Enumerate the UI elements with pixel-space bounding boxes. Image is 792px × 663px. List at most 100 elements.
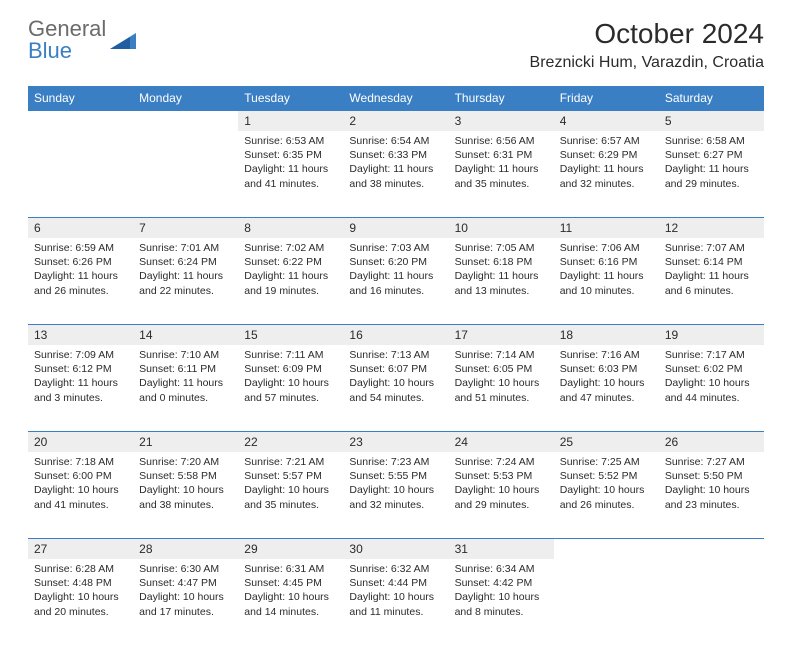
day-number-cell: 2 <box>343 110 448 131</box>
day-content-cell: Sunrise: 7:09 AMSunset: 6:12 PMDaylight:… <box>28 345 133 431</box>
day-content: Sunrise: 6:56 AMSunset: 6:31 PMDaylight:… <box>449 131 554 197</box>
title-block: October 2024 Breznicki Hum, Varazdin, Cr… <box>530 18 764 72</box>
day-number-cell: 18 <box>554 324 659 345</box>
sunset-text: Sunset: 6:20 PM <box>349 255 442 269</box>
daylight-text: Daylight: 10 hours <box>349 376 442 390</box>
daylight-text: Daylight: 10 hours <box>560 376 653 390</box>
day-number: 8 <box>238 217 343 238</box>
daylight-text: and 0 minutes. <box>139 391 232 405</box>
sunrise-text: Sunrise: 6:54 AM <box>349 134 442 148</box>
sunset-text: Sunset: 4:45 PM <box>244 576 337 590</box>
day-number-cell: 23 <box>343 431 448 452</box>
sunrise-text: Sunrise: 7:25 AM <box>560 455 653 469</box>
day-content: Sunrise: 6:30 AMSunset: 4:47 PMDaylight:… <box>133 559 238 625</box>
logo-text-blue: Blue <box>28 40 106 62</box>
sunrise-text: Sunrise: 7:05 AM <box>455 241 548 255</box>
daylight-text: and 35 minutes. <box>244 498 337 512</box>
daylight-text: and 38 minutes. <box>349 177 442 191</box>
day-content: Sunrise: 7:14 AMSunset: 6:05 PMDaylight:… <box>449 345 554 411</box>
daylight-text: Daylight: 10 hours <box>139 590 232 604</box>
sunrise-text: Sunrise: 7:13 AM <box>349 348 442 362</box>
day-content: Sunrise: 7:23 AMSunset: 5:55 PMDaylight:… <box>343 452 448 518</box>
day-content: Sunrise: 6:53 AMSunset: 6:35 PMDaylight:… <box>238 131 343 197</box>
day-content: Sunrise: 7:16 AMSunset: 6:03 PMDaylight:… <box>554 345 659 411</box>
day-number-cell: 10 <box>449 217 554 238</box>
daylight-text: and 22 minutes. <box>139 284 232 298</box>
sunset-text: Sunset: 6:24 PM <box>139 255 232 269</box>
day-number: 17 <box>449 324 554 345</box>
day-content: Sunrise: 7:03 AMSunset: 6:20 PMDaylight:… <box>343 238 448 304</box>
day-number: 30 <box>343 538 448 559</box>
sunrise-text: Sunrise: 7:18 AM <box>34 455 127 469</box>
day-content-cell: Sunrise: 6:30 AMSunset: 4:47 PMDaylight:… <box>133 559 238 645</box>
day-number: 14 <box>133 324 238 345</box>
day-content-cell <box>133 131 238 217</box>
sunset-text: Sunset: 6:11 PM <box>139 362 232 376</box>
day-number-cell: 1 <box>238 110 343 131</box>
sunset-text: Sunset: 6:16 PM <box>560 255 653 269</box>
daylight-text: and 35 minutes. <box>455 177 548 191</box>
sunrise-text: Sunrise: 6:28 AM <box>34 562 127 576</box>
daylight-text: and 13 minutes. <box>455 284 548 298</box>
sunrise-text: Sunrise: 6:59 AM <box>34 241 127 255</box>
sunset-text: Sunset: 6:31 PM <box>455 148 548 162</box>
day-content-cell: Sunrise: 7:01 AMSunset: 6:24 PMDaylight:… <box>133 238 238 324</box>
page-title: October 2024 <box>530 18 764 50</box>
day-number: 18 <box>554 324 659 345</box>
day-content: Sunrise: 7:11 AMSunset: 6:09 PMDaylight:… <box>238 345 343 411</box>
day-content-cell: Sunrise: 6:34 AMSunset: 4:42 PMDaylight:… <box>449 559 554 645</box>
daylight-text: Daylight: 10 hours <box>34 590 127 604</box>
daylight-text: Daylight: 10 hours <box>349 590 442 604</box>
day-content: Sunrise: 7:06 AMSunset: 6:16 PMDaylight:… <box>554 238 659 304</box>
day-number-cell: 21 <box>133 431 238 452</box>
day-number: 2 <box>343 110 448 131</box>
day-content-cell: Sunrise: 7:27 AMSunset: 5:50 PMDaylight:… <box>659 452 764 538</box>
day-number-cell: 17 <box>449 324 554 345</box>
sunrise-text: Sunrise: 7:23 AM <box>349 455 442 469</box>
day-number <box>659 538 764 559</box>
sunrise-text: Sunrise: 7:16 AM <box>560 348 653 362</box>
page-header: General Blue October 2024 Breznicki Hum,… <box>28 18 764 72</box>
sunset-text: Sunset: 6:07 PM <box>349 362 442 376</box>
day-content: Sunrise: 6:32 AMSunset: 4:44 PMDaylight:… <box>343 559 448 625</box>
sunset-text: Sunset: 6:14 PM <box>665 255 758 269</box>
day-content-cell: Sunrise: 6:31 AMSunset: 4:45 PMDaylight:… <box>238 559 343 645</box>
day-number-cell: 11 <box>554 217 659 238</box>
weekday-header-row: Sunday Monday Tuesday Wednesday Thursday… <box>28 86 764 110</box>
day-content: Sunrise: 7:09 AMSunset: 6:12 PMDaylight:… <box>28 345 133 411</box>
daylight-text: Daylight: 10 hours <box>34 483 127 497</box>
day-number-cell: 31 <box>449 538 554 559</box>
day-number: 9 <box>343 217 448 238</box>
sunrise-text: Sunrise: 6:57 AM <box>560 134 653 148</box>
day-number: 3 <box>449 110 554 131</box>
day-number-cell: 29 <box>238 538 343 559</box>
sunset-text: Sunset: 4:44 PM <box>349 576 442 590</box>
day-number-cell: 13 <box>28 324 133 345</box>
daylight-text: and 16 minutes. <box>349 284 442 298</box>
day-content: Sunrise: 7:02 AMSunset: 6:22 PMDaylight:… <box>238 238 343 304</box>
daylight-text: Daylight: 10 hours <box>455 483 548 497</box>
sunset-text: Sunset: 5:55 PM <box>349 469 442 483</box>
day-content: Sunrise: 7:10 AMSunset: 6:11 PMDaylight:… <box>133 345 238 411</box>
sunrise-text: Sunrise: 7:17 AM <box>665 348 758 362</box>
day-number-cell: 24 <box>449 431 554 452</box>
weekday-heading: Monday <box>133 86 238 110</box>
daylight-text: and 44 minutes. <box>665 391 758 405</box>
day-number: 15 <box>238 324 343 345</box>
sunrise-text: Sunrise: 7:24 AM <box>455 455 548 469</box>
sunset-text: Sunset: 5:52 PM <box>560 469 653 483</box>
day-number: 25 <box>554 431 659 452</box>
sunrise-text: Sunrise: 7:09 AM <box>34 348 127 362</box>
weekday-heading: Friday <box>554 86 659 110</box>
sunrise-text: Sunrise: 7:20 AM <box>139 455 232 469</box>
daylight-text: Daylight: 11 hours <box>349 162 442 176</box>
daylight-text: and 32 minutes. <box>349 498 442 512</box>
day-number-cell: 7 <box>133 217 238 238</box>
day-number-cell: 30 <box>343 538 448 559</box>
day-content-cell: Sunrise: 6:59 AMSunset: 6:26 PMDaylight:… <box>28 238 133 324</box>
sunrise-text: Sunrise: 7:21 AM <box>244 455 337 469</box>
daylight-text: Daylight: 10 hours <box>349 483 442 497</box>
daylight-text: and 54 minutes. <box>349 391 442 405</box>
daylight-text: and 6 minutes. <box>665 284 758 298</box>
day-number-cell: 6 <box>28 217 133 238</box>
